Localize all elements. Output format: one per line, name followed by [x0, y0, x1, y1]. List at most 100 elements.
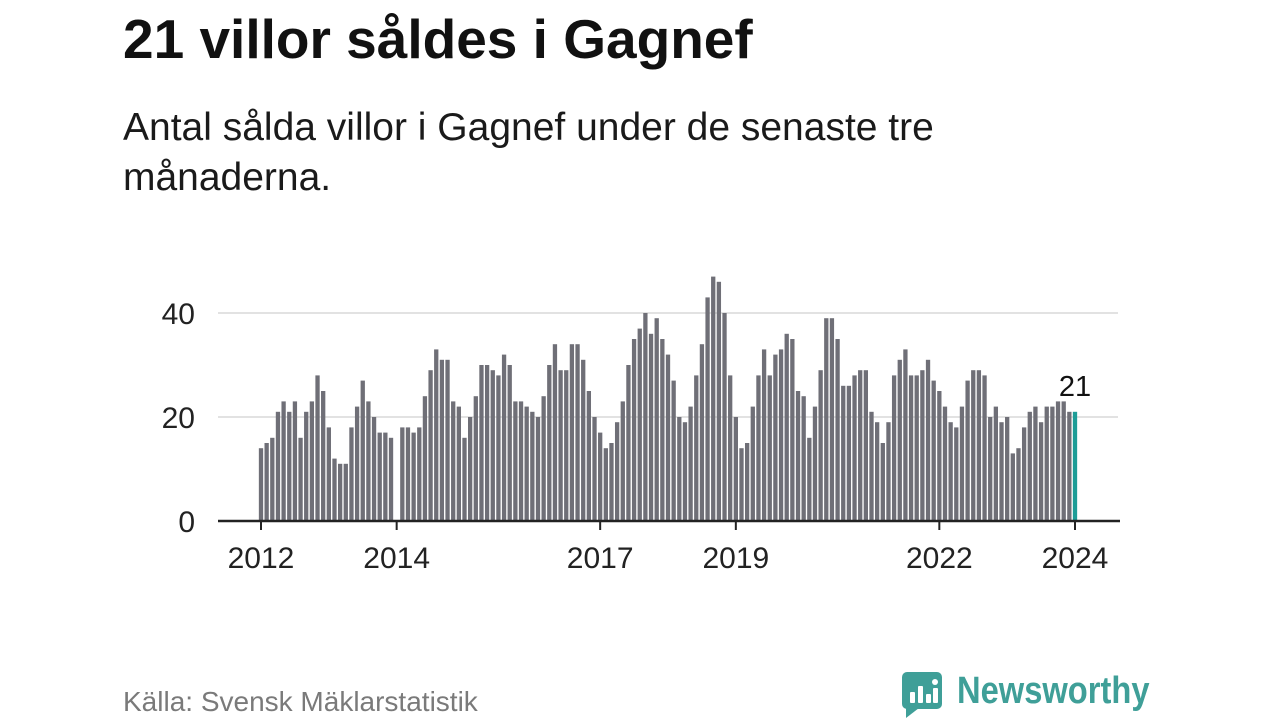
x-tick-label: 2019	[702, 542, 769, 575]
bar-2012-03	[270, 437, 275, 521]
bar-2014-12	[456, 406, 461, 521]
bar-2023-04	[1021, 427, 1027, 521]
bar-2017-12	[660, 339, 665, 521]
bar-2013-03	[337, 463, 343, 521]
bar-2021-05	[891, 375, 897, 521]
y-tick-label: 0	[178, 506, 195, 539]
bar-2023-11	[1061, 401, 1066, 521]
bar-2015-04	[479, 365, 484, 521]
bar-2018-06	[694, 375, 699, 521]
bar-2015-05	[484, 365, 490, 521]
bar-2023-02	[1010, 453, 1015, 521]
bar-2019-11	[790, 339, 795, 521]
bar-2023-07	[1038, 422, 1044, 521]
bar-2015-09	[507, 365, 512, 521]
bar-2017-04	[614, 422, 620, 521]
bar-2012-12	[321, 391, 326, 521]
bar-2023-06	[1033, 406, 1038, 521]
bar-2021-04	[886, 422, 891, 521]
bar-2019-04	[750, 406, 755, 521]
bar-2021-02	[875, 422, 880, 521]
bar-2023-10	[1055, 401, 1061, 521]
bar-2022-02	[942, 406, 948, 521]
bar-2021-12	[931, 380, 936, 521]
bar-2019-06	[761, 349, 767, 521]
bar-2018-03	[677, 417, 682, 521]
bar-2023-12	[1067, 411, 1072, 521]
bar-2015-01	[462, 437, 467, 521]
y-axis: 0 20 40	[162, 298, 195, 539]
x-tick-label: 2022	[906, 542, 973, 575]
bar-2020-06	[829, 318, 835, 521]
bar-2019-02	[739, 448, 744, 521]
bar-2012-10	[309, 401, 315, 521]
bar-2021-06	[897, 359, 902, 521]
bar-2012-02	[264, 443, 269, 521]
bar-2014-02	[400, 427, 405, 521]
bar-2014-07	[428, 370, 433, 521]
bar-2019-07	[767, 375, 772, 521]
bar-2022-07	[971, 370, 976, 521]
bar-2017-03	[609, 443, 614, 521]
bar-2022-09	[982, 375, 987, 521]
bar-2022-06	[965, 380, 970, 521]
bar-2019-08	[773, 354, 778, 521]
bar-2017-07	[631, 339, 637, 521]
bar-2023-08	[1044, 406, 1049, 521]
bar-2022-01	[937, 391, 942, 521]
bar-2016-08	[569, 344, 575, 521]
bar-2017-06	[626, 365, 631, 521]
bar-2017-11	[654, 318, 659, 521]
bar-2020-09	[846, 385, 852, 521]
bar-2020-05	[824, 318, 829, 521]
bar-2023-03	[1016, 448, 1021, 521]
bar-2013-09	[371, 417, 377, 521]
bar-2021-08	[908, 375, 914, 521]
bar-2018-10	[716, 281, 722, 521]
bar-2018-04	[682, 422, 688, 521]
bar-2018-09	[711, 276, 716, 521]
bar-2012-09	[304, 411, 309, 521]
x-tick-label: 2017	[567, 542, 634, 575]
bar-2019-12	[795, 391, 801, 521]
bar-2016-07	[564, 370, 569, 521]
bars	[258, 276, 1078, 521]
bar-value-label: 21	[1059, 371, 1091, 403]
bar-2020-12	[863, 370, 868, 521]
bar-2020-04	[818, 370, 823, 521]
bar-2015-03	[473, 396, 478, 521]
bar-2017-05	[620, 401, 625, 521]
bar-2014-10	[445, 359, 450, 521]
bar-2022-12	[999, 422, 1004, 521]
bar-2012-05	[281, 401, 286, 521]
bar-2015-02	[468, 417, 473, 521]
x-axis: 2012 2014 2017 2019 2022 2024	[218, 519, 1120, 575]
bar-2020-07	[835, 339, 840, 521]
bar-2012-08	[298, 437, 303, 521]
bar-2014-08	[434, 349, 439, 521]
bar-2016-06	[558, 370, 563, 521]
bar-2019-09	[778, 349, 784, 521]
bar-2016-04	[547, 365, 552, 521]
bar-2016-05	[552, 344, 558, 521]
bar-2022-05	[959, 406, 965, 521]
bar-2019-10	[784, 333, 789, 521]
chart-subtitle: Antal sålda villor i Gagnef under de sen…	[123, 106, 934, 199]
source-note: Källa: Svensk Mäklarstatistik	[123, 686, 478, 717]
bar-2018-02	[671, 380, 676, 521]
bar-2012-01	[258, 448, 264, 521]
chat-bubble-bar-chart-icon	[902, 672, 942, 718]
bar-2015-08	[501, 354, 507, 521]
bar-2022-03	[948, 422, 953, 521]
bar-2021-11	[925, 359, 931, 521]
bar-2017-02	[603, 448, 608, 521]
newsworthy-logo: Newsworthy	[902, 671, 1162, 718]
bar-2022-11	[993, 406, 999, 521]
bar-2013-11	[383, 432, 388, 521]
bar-2016-02	[535, 417, 541, 521]
bar-2012-07	[292, 401, 298, 521]
chart-title: 21 villor såldes i Gagnef	[123, 8, 753, 70]
bar-2018-08	[705, 297, 710, 521]
